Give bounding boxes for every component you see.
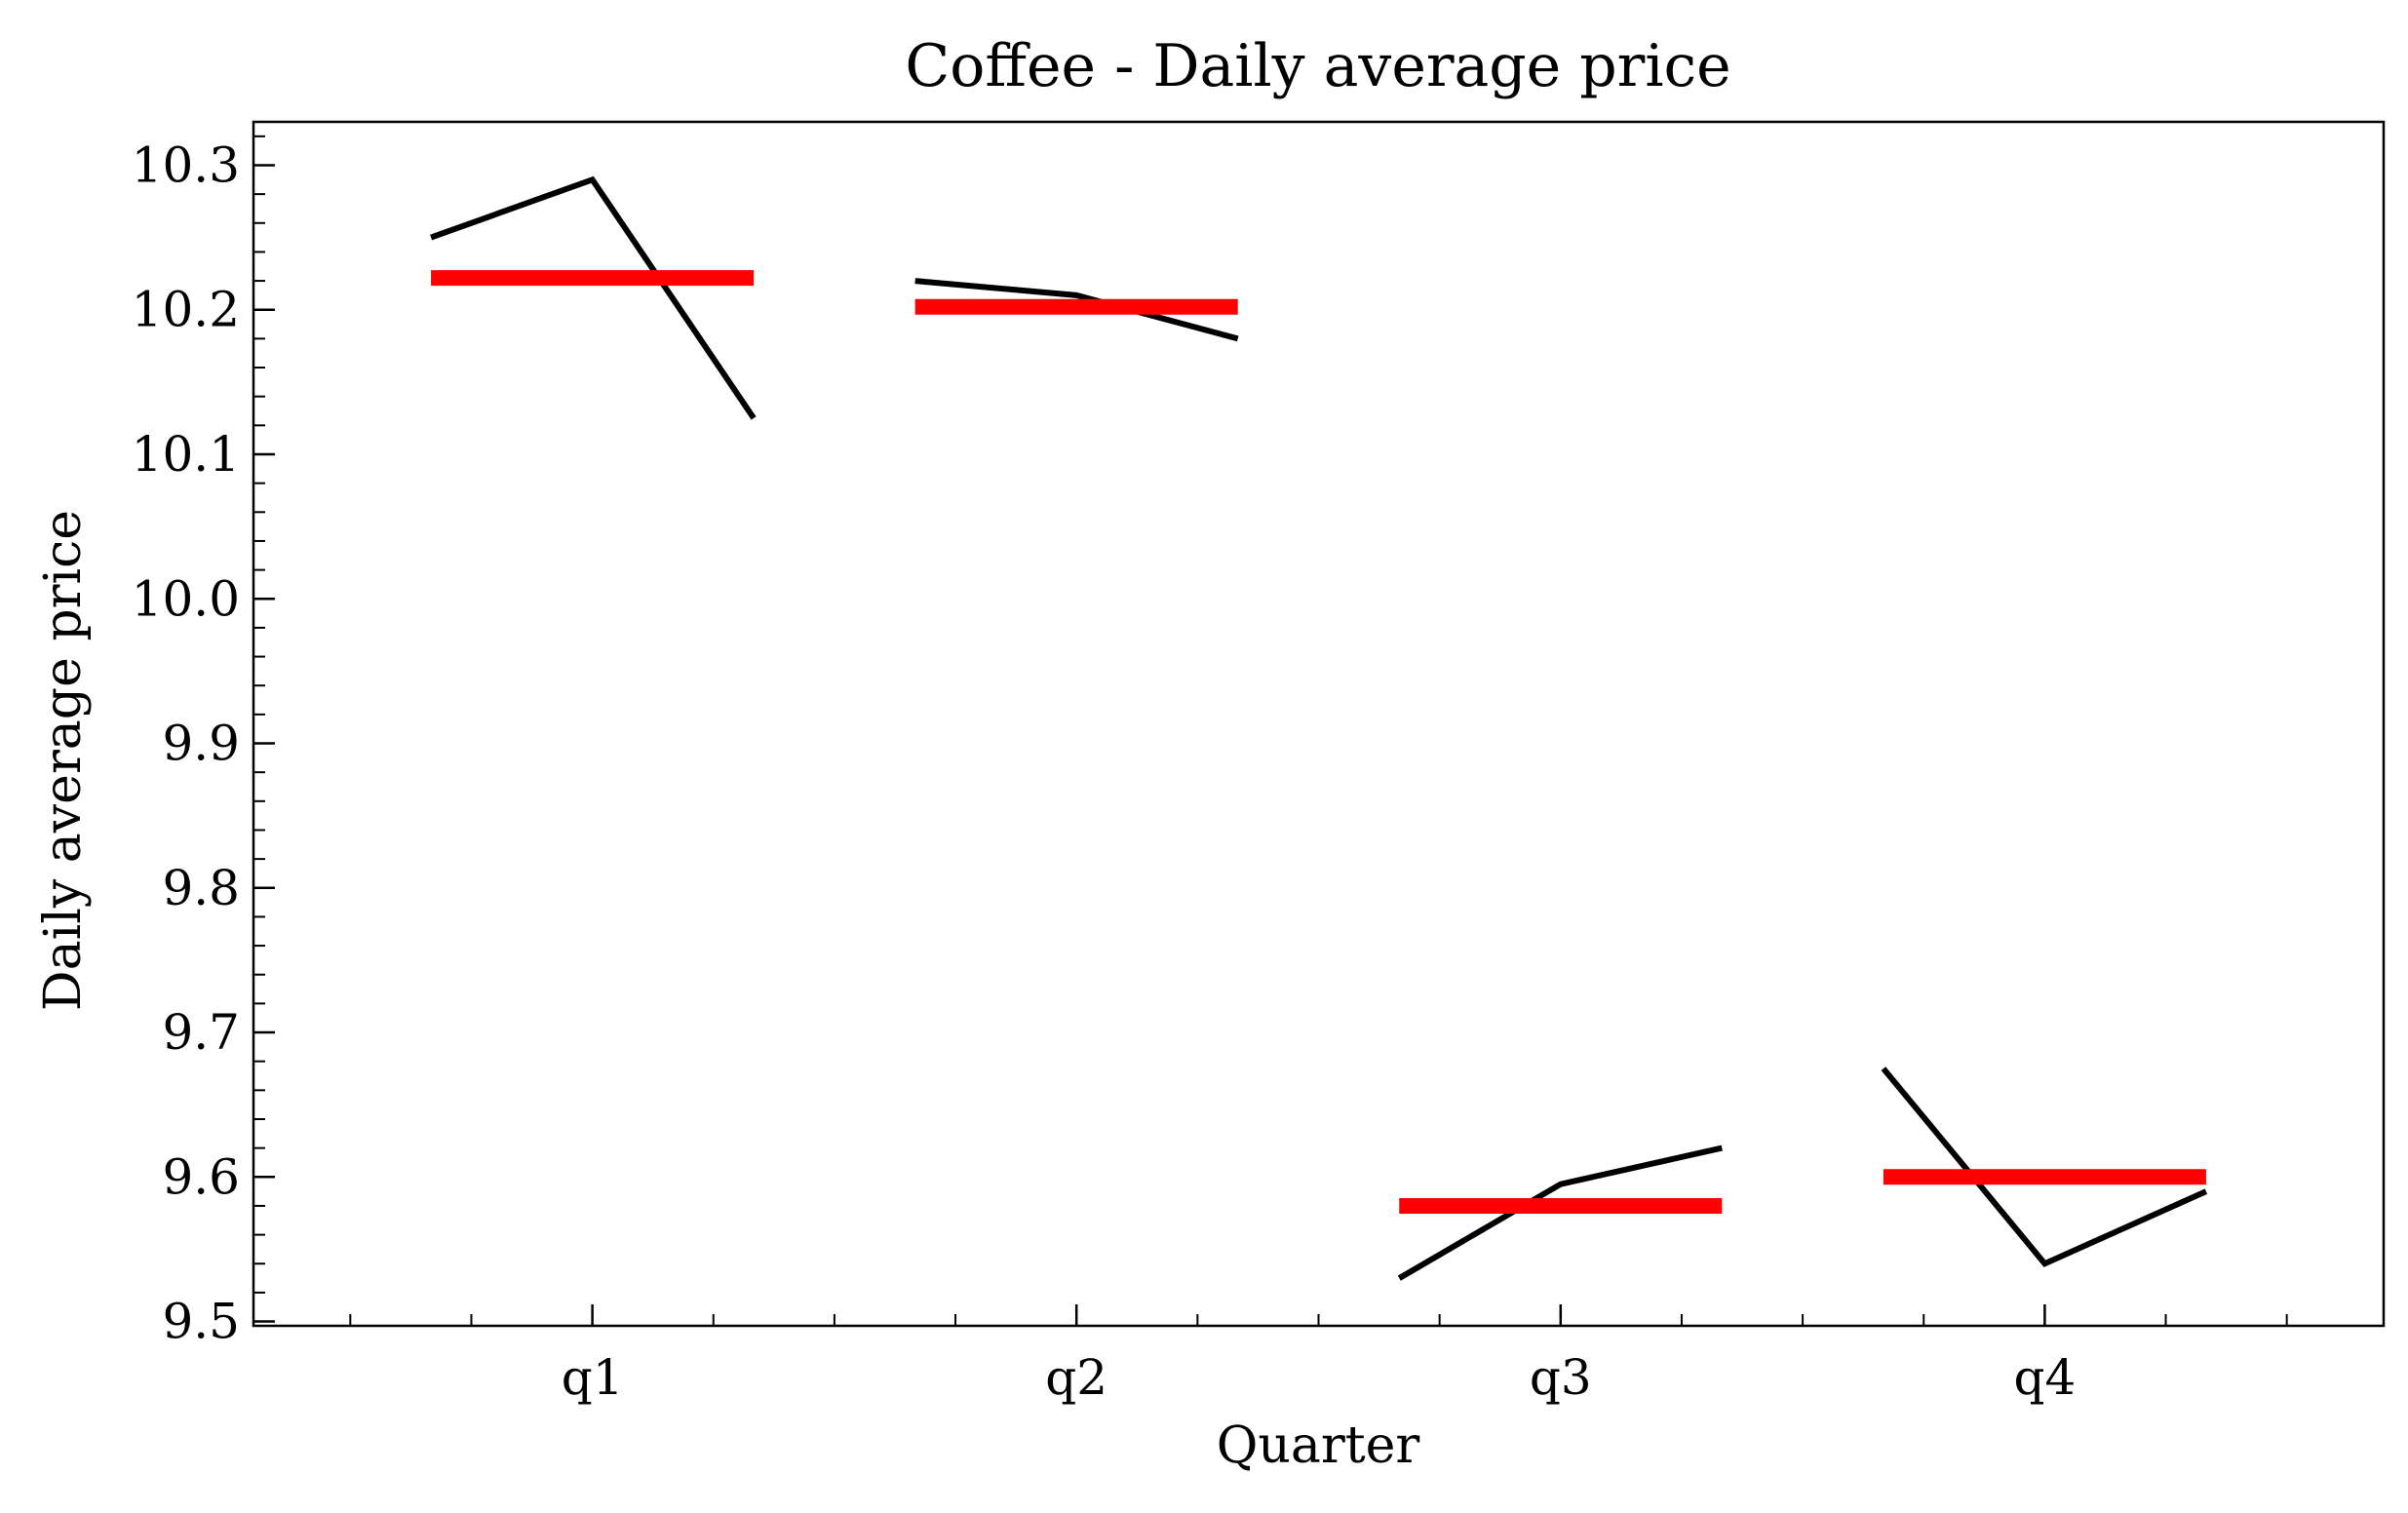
y-tick-label-5: 10.0 [132, 570, 240, 627]
x-axis-label: Quarter [1217, 1416, 1420, 1475]
price-line-q4 [1881, 1067, 2208, 1267]
x-tick-label-q3: q3 [1530, 1349, 1592, 1406]
price-line-q2 [914, 278, 1239, 342]
y-tick-label-4: 9.9 [162, 716, 240, 772]
y-tick-label-3: 9.8 [162, 860, 240, 916]
x-tick-label-q1: q1 [562, 1349, 624, 1406]
x-tick-label-q4: q4 [2013, 1349, 2076, 1406]
y-tick-label-8: 10.3 [132, 136, 240, 193]
y-tick-label-2: 9.7 [162, 1004, 240, 1061]
y-tick-label-6: 10.1 [132, 426, 240, 483]
price-line-q3 [1397, 1144, 1723, 1281]
y-tick-label-7: 10.2 [132, 282, 240, 338]
series-layer [430, 175, 2208, 1281]
y-tick-label-1: 9.6 [162, 1148, 240, 1205]
plot-frame [252, 120, 2386, 1328]
y-tick-label-0: 9.5 [162, 1294, 240, 1350]
x-tick-label-q2: q2 [1045, 1349, 1107, 1406]
chart-title: Coffee - Daily average price [905, 32, 1730, 100]
y-axis-label: Daily average price [34, 510, 93, 1011]
price-line-q1 [430, 175, 757, 420]
ticks-layer: 9.5 9.6 9.7 9.8 9.9 10.0 10.1 10.2 10.3 q1 q2 q3 q4 [132, 135, 2288, 1406]
